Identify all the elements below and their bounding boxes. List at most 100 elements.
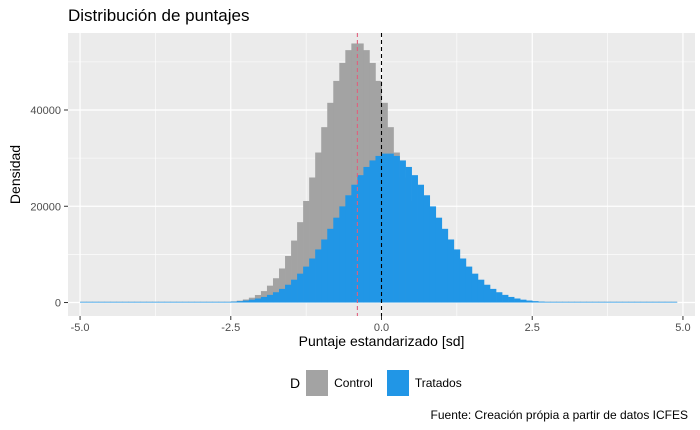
bar-tratados: [544, 301, 551, 303]
x-tick-label: 5.0: [675, 322, 690, 334]
bar-control: [266, 285, 274, 303]
bar-tratados: [152, 301, 159, 303]
reference-lines: [356, 33, 383, 316]
bar-tratados: [230, 301, 238, 303]
bar-tratados: [598, 301, 605, 303]
bar-tratados: [357, 175, 364, 303]
bar-tratados: [285, 284, 292, 303]
bar-tratados: [339, 206, 346, 303]
bar-control: [279, 268, 286, 303]
bar-tratados: [435, 217, 443, 303]
y-tick-label: 20000: [30, 201, 61, 213]
bar-tratados: [224, 301, 232, 303]
bar-tratados: [640, 301, 648, 303]
bar-tratados: [622, 301, 629, 303]
bar-tratados: [80, 301, 87, 303]
bar-tratados: [664, 301, 672, 303]
bar-tratados: [592, 301, 599, 303]
source-caption: Fuente: Creación própia a partir de dato…: [430, 408, 688, 422]
legend: D Control Tratados: [290, 370, 476, 396]
bar-tratados: [248, 299, 256, 303]
x-tick-label: -5.0: [71, 322, 90, 334]
bar-tratados: [477, 279, 485, 303]
bar-tratados: [411, 175, 418, 303]
bar-control: [321, 127, 328, 303]
bar-control: [260, 291, 268, 303]
bar-tratados: [490, 288, 497, 303]
bar-tratados: [526, 300, 533, 303]
bar-tratados: [206, 301, 213, 303]
bar-tratados: [610, 301, 617, 303]
x-tick-label: 2.5: [525, 322, 540, 334]
bar-tratados: [423, 195, 431, 303]
chart-title: Distribución de puntajes: [68, 6, 250, 25]
y-tick-label: 0: [55, 298, 61, 310]
bar-tratados: [116, 301, 123, 303]
bar-tratados: [447, 239, 455, 303]
bar-tratados: [327, 228, 334, 303]
y-tick-label: 40000: [30, 105, 61, 117]
bar-control: [357, 43, 364, 303]
bar-tratados: [158, 301, 165, 303]
y-axis-ticks: 0 20000 40000: [30, 105, 68, 310]
bar-tratados: [375, 155, 382, 303]
bar-tratados: [616, 301, 623, 303]
bar-tratados: [646, 301, 654, 303]
bar-tratados: [441, 228, 449, 303]
bar-tratados: [483, 284, 491, 303]
x-axis-label: Puntaje estandarizado [sd]: [299, 333, 465, 349]
bar-control: [327, 102, 334, 303]
bar-tratados: [453, 249, 461, 303]
bar-tratados: [315, 249, 322, 303]
bar-tratados: [556, 301, 563, 303]
bar-tratados: [471, 273, 479, 303]
legend-label-control: Control: [334, 376, 373, 390]
bar-tratados: [303, 266, 310, 303]
bar-tratados: [218, 301, 226, 303]
bar-tratados: [104, 301, 111, 303]
legend-key-control: [306, 370, 329, 396]
bar-control: [351, 43, 358, 303]
bar-tratados: [98, 301, 105, 303]
bar-tratados: [550, 301, 557, 303]
bar-tratados: [128, 301, 135, 303]
bar-tratados: [399, 160, 406, 303]
bar-control: [333, 80, 340, 303]
bar-tratados: [345, 195, 352, 303]
bar-tratados: [670, 301, 678, 303]
bar-tratados: [652, 301, 660, 303]
bar-control: [309, 177, 316, 303]
bar-tratados: [188, 301, 195, 303]
bar-tratados: [393, 155, 400, 303]
bar-control: [315, 152, 322, 303]
legend-title: D: [290, 375, 301, 391]
bar-tratados: [532, 301, 539, 303]
bar-tratados: [110, 301, 117, 303]
bar-tratados: [194, 301, 201, 303]
legend-key-tratados: [386, 370, 409, 396]
bar-tratados: [146, 301, 153, 303]
bar-control: [303, 200, 310, 303]
histogram-chart: -5.0 -2.5 0.0 2.5 5.0 0 20000 40000 Puntaje es…: [7, 33, 695, 349]
bar-tratados: [520, 299, 527, 303]
bar-tratados: [508, 296, 515, 303]
bar-tratados: [92, 301, 99, 303]
bar-tratados: [604, 301, 611, 303]
bar-tratados: [405, 166, 412, 303]
bar-tratados: [321, 239, 328, 303]
x-tick-label: 0.0: [374, 322, 389, 334]
bar-tratados: [291, 279, 298, 303]
bars: [80, 43, 678, 303]
bar-tratados: [200, 301, 207, 303]
bar-tratados: [266, 294, 274, 303]
bar-tratados: [164, 301, 171, 303]
bar-tratados: [309, 258, 316, 303]
bar-tratados: [538, 301, 545, 303]
bar-tratados: [417, 184, 425, 303]
bar-tratados: [381, 153, 388, 303]
bar-tratados: [182, 301, 189, 303]
bar-tratados: [170, 301, 177, 303]
bar-tratados: [465, 266, 473, 303]
bar-tratados: [429, 206, 437, 303]
bar-tratados: [236, 301, 244, 303]
